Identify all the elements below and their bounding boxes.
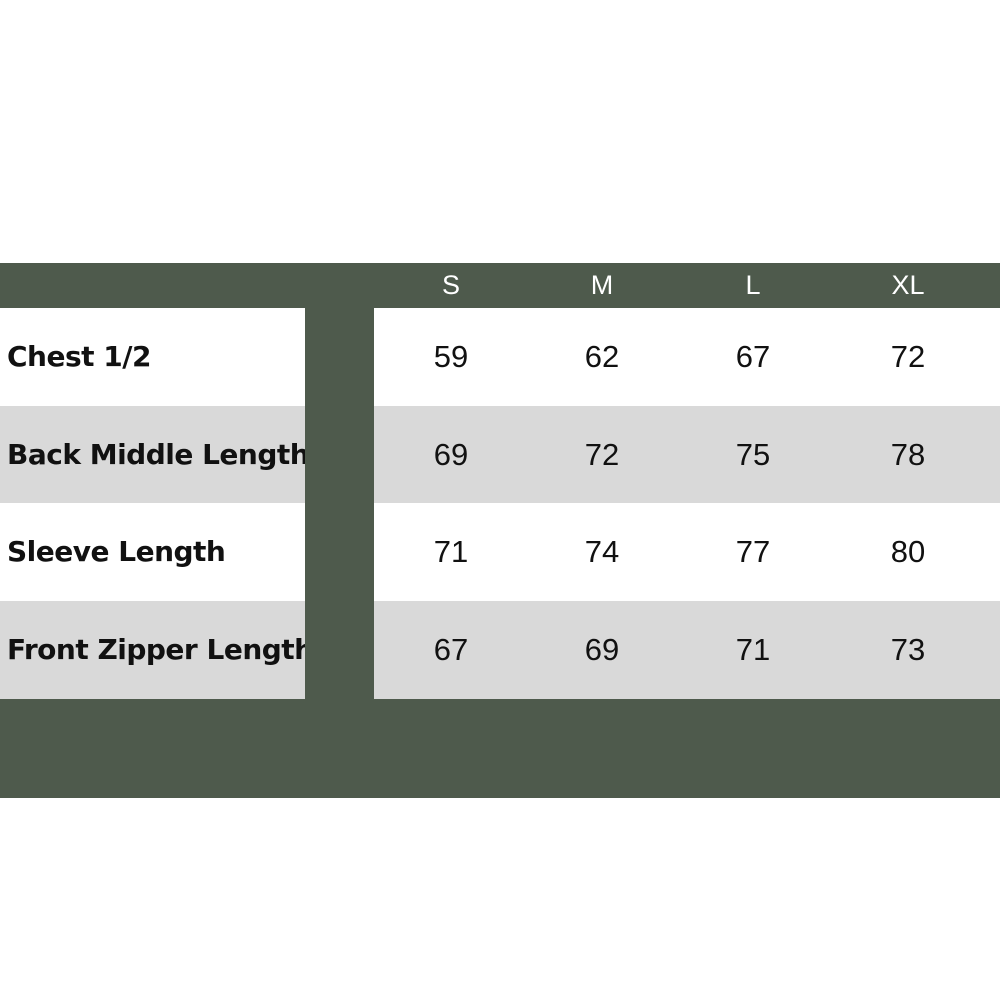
row-background	[0, 600, 1000, 699]
column-header: L	[745, 270, 761, 300]
row-background	[0, 503, 1000, 601]
row-label: Chest 1/2	[7, 340, 151, 373]
value-cell: 67	[735, 339, 771, 374]
value-cell: 59	[433, 339, 469, 374]
column-header: XL	[891, 270, 925, 300]
row-background	[0, 308, 1000, 406]
row-background	[0, 405, 1000, 504]
value-cell: 69	[584, 631, 620, 667]
value-cell: 77	[735, 534, 771, 569]
header-band	[0, 263, 1000, 308]
value-cell: 67	[433, 631, 469, 667]
value-cell: 73	[890, 631, 926, 667]
value-cell: 71	[735, 631, 771, 667]
footer-band	[0, 698, 1000, 798]
value-cell: 78	[890, 436, 926, 472]
value-cell: 80	[890, 534, 926, 569]
value-cell: 72	[890, 339, 926, 374]
value-cell: 72	[584, 436, 620, 472]
column-header: S	[441, 270, 460, 300]
row-label: Front Zipper Length	[7, 632, 314, 666]
value-cell: 62	[584, 339, 620, 374]
row-label: Sleeve Length	[7, 535, 226, 568]
value-cell: 71	[433, 534, 469, 569]
row-label: Back Middle Length	[7, 437, 310, 471]
column-divider	[305, 263, 374, 798]
value-cell: 69	[433, 436, 469, 472]
value-cell: 74	[584, 534, 620, 569]
value-cell: 75	[735, 436, 771, 472]
column-header: M	[590, 270, 614, 300]
